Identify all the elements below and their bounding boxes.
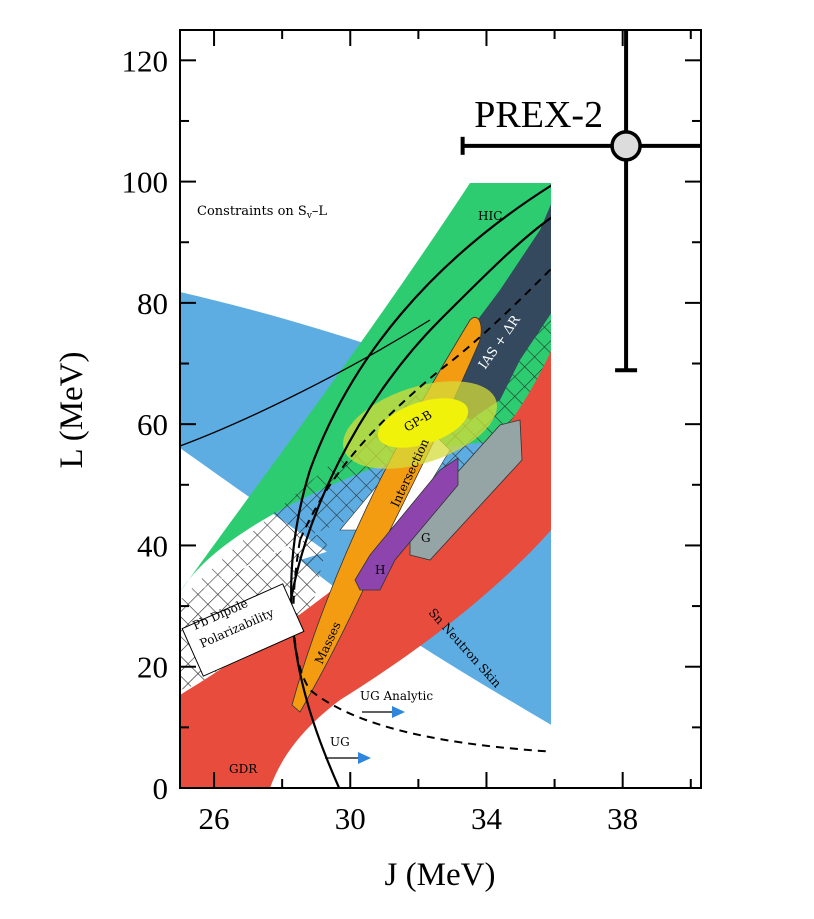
y-tick-label: 40 [137, 528, 168, 563]
x-tick-label: 26 [199, 801, 230, 836]
label-gdr: GDR [229, 762, 258, 776]
x-tick-label: 34 [471, 801, 503, 836]
inset-title: Constraints on Sv–L [197, 204, 327, 221]
label-h: H [375, 563, 385, 577]
label-ug: UG [330, 735, 350, 749]
y-tick-label: 100 [122, 165, 169, 200]
inset-constraints-figure: Constraints on Sv–L HIC IAS + ΔR GP-B In… [180, 183, 551, 788]
x-axis-title: J (MeV) [385, 857, 496, 893]
y-tick-label: 80 [137, 286, 168, 321]
y-tick-label: 0 [153, 771, 169, 806]
hatched-region [180, 261, 551, 600]
x-tick-label: 30 [335, 801, 366, 836]
data-points: PREX-2 [460, 30, 701, 373]
label-hic: HIC [478, 209, 502, 223]
y-axis-title: L (MeV) [54, 352, 90, 469]
plot-frame [179, 29, 702, 789]
y-tick-label: 60 [137, 407, 168, 442]
prex-2-point [610, 130, 642, 162]
y-tick-label: 20 [137, 650, 168, 685]
hic-region [180, 183, 551, 592]
axis-tick-labels: 26 30 34 38 0 20 40 60 80 100 120 [122, 43, 639, 836]
prex-2-label: PREX-2 [474, 94, 603, 136]
x-tick-label: 38 [607, 801, 638, 836]
label-g: G [421, 531, 431, 545]
gp-b-inner-region [377, 398, 469, 448]
label-ug-analytic: UG Analytic [360, 689, 433, 703]
h-region [354, 457, 459, 591]
axis-ticks [180, 30, 701, 789]
y-tick-label: 120 [122, 43, 169, 78]
